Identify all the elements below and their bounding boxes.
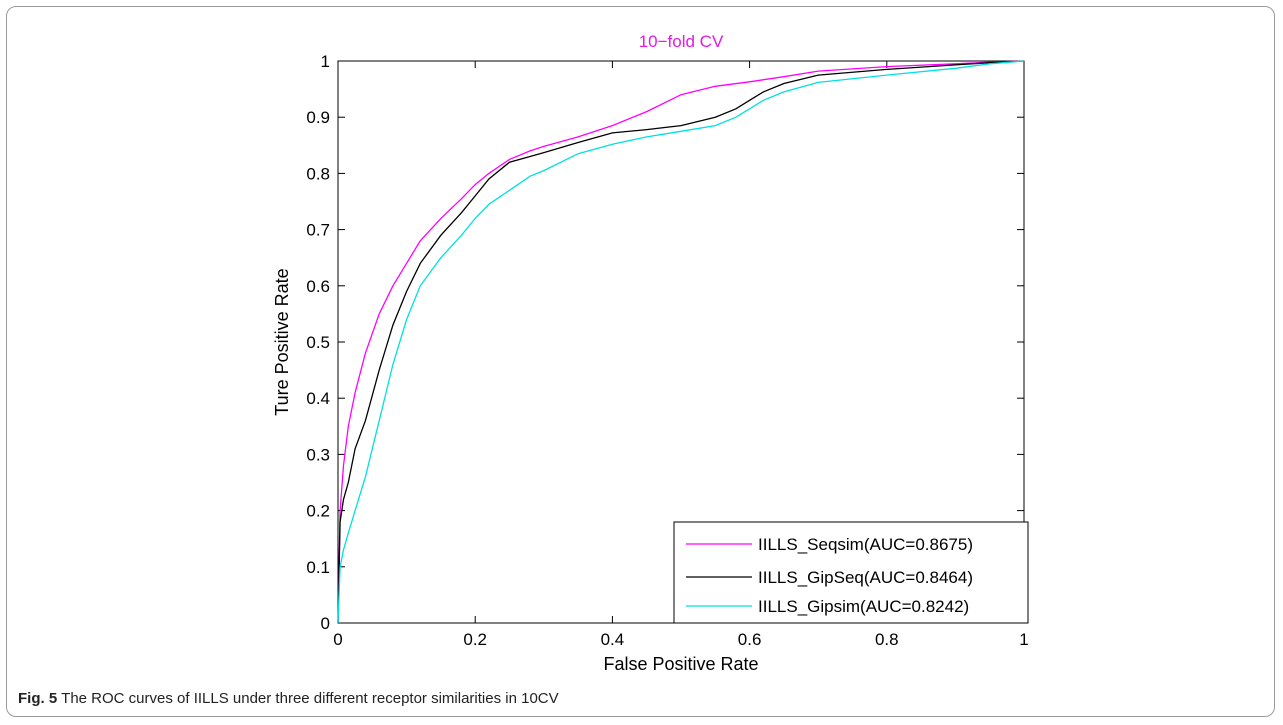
- y-tick-label: 0.1: [306, 558, 330, 577]
- y-tick-label: 0.4: [306, 389, 330, 408]
- x-tick-label: 0.2: [463, 630, 487, 649]
- y-tick-label: 0.9: [306, 108, 330, 127]
- x-tick-label: 0.4: [601, 630, 625, 649]
- legend-entry: IILLS_Seqsim(AUC=0.8675): [758, 535, 973, 554]
- x-tick-label: 0.8: [875, 630, 899, 649]
- y-tick-label: 0.2: [306, 502, 330, 521]
- figure-caption: Fig. 5 The ROC curves of IILLS under thre…: [18, 690, 559, 707]
- y-tick-label: 0.8: [306, 164, 330, 183]
- y-tick-label: 0.7: [306, 221, 330, 240]
- caption-text: The ROC curves of IILLS under three diff…: [61, 690, 559, 707]
- chart-title: 10−fold CV: [639, 32, 724, 51]
- roc-curves: [337, 60, 1025, 624]
- caption-label: Fig. 5: [18, 690, 58, 707]
- x-tick-label: 1: [1019, 630, 1028, 649]
- legend: IILLS_Seqsim(AUC=0.8675) IILLS_GipSeq(AUC…: [673, 521, 1029, 624]
- x-tick-label: 0: [333, 630, 342, 649]
- y-tick-label: 0.6: [306, 277, 330, 296]
- y-tick-label: 1: [321, 52, 330, 71]
- legend-entry: IILLS_Gipsim(AUC=0.8242): [758, 597, 969, 616]
- roc-curve-series-2: [337, 60, 1025, 624]
- y-tick-label: 0: [321, 614, 330, 633]
- y-axis-label: Ture Positive Rate: [272, 268, 292, 415]
- x-tick-label: 0.6: [738, 630, 762, 649]
- y-tick-label: 0.3: [306, 445, 330, 464]
- legend-entry: IILLS_GipSeq(AUC=0.8464): [758, 568, 973, 587]
- roc-curve-series-3: [337, 60, 1025, 624]
- roc-curve-series-1: [337, 60, 1025, 624]
- y-tick-label: 0.5: [306, 333, 330, 352]
- x-axis-label: False Positive Rate: [603, 654, 758, 674]
